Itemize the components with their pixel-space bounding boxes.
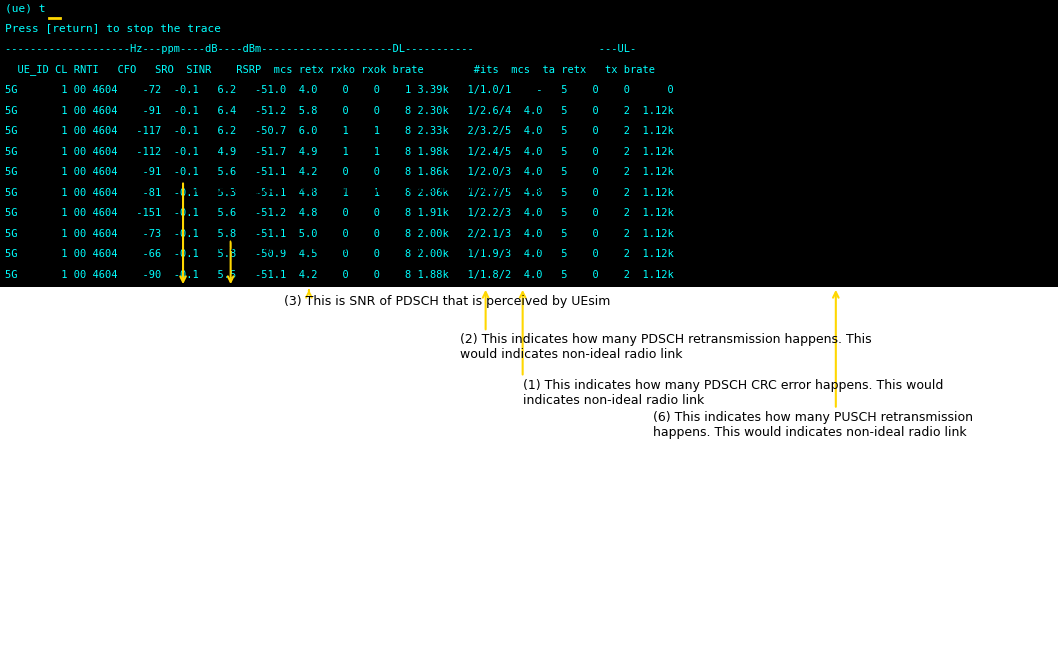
- Text: (1) This indicates how many PDSCH CRC error happens. This would
indicates non-id: (1) This indicates how many PDSCH CRC er…: [523, 379, 943, 406]
- Text: Press [return] to stop the trace: Press [return] to stop the trace: [5, 24, 221, 34]
- Text: 5G       1 00 4604    -66  -0.1   5.8   -50.9  4.5    0    0    8 2.00k   1/1.9/: 5G 1 00 4604 -66 -0.1 5.8 -50.9 4.5 0 0 …: [5, 249, 674, 259]
- Text: 5G       1 00 4604    -91  -0.1   6.4   -51.2  5.8    0    0    8 2.30k   1/2.6/: 5G 1 00 4604 -91 -0.1 6.4 -51.2 5.8 0 0 …: [5, 106, 674, 115]
- Text: (3) This is SNR of PDSCH that is perceived by UEsim: (3) This is SNR of PDSCH that is perceiv…: [284, 295, 609, 308]
- Text: (ue) t: (ue) t: [5, 3, 45, 13]
- Text: 5G       1 00 4604   -151  -0.1   5.6   -51.2  4.8    0    0    8 1.91k   1/2.2/: 5G 1 00 4604 -151 -0.1 5.6 -51.2 4.8 0 0…: [5, 208, 674, 218]
- Text: (5) Carrier Frequency Offset in Hertz. The smaller, the better: (5) Carrier Frequency Offset in Hertz. T…: [164, 182, 545, 195]
- Text: 5G       1 00 4604   -117  -0.1   6.2   -50.7  6.0    1    1    8 2.33k   2/3.2/: 5G 1 00 4604 -117 -0.1 6.2 -50.7 6.0 1 1…: [5, 126, 674, 136]
- Text: (2) This indicates how many PDSCH retransmission happens. This
would indicates n: (2) This indicates how many PDSCH retran…: [460, 333, 872, 361]
- Text: 5G       1 00 4604    -90  -0.1   5.5   -51.1  4.2    0    0    8 1.88k   1/1.8/: 5G 1 00 4604 -90 -0.1 5.5 -51.1 4.2 0 0 …: [5, 270, 674, 279]
- Text: UE_ID CL RNTI   CFO   SRO  SINR    RSRP  mcs retx rxko rxok brate        #its  m: UE_ID CL RNTI CFO SRO SINR RSRP mcs retx…: [5, 64, 655, 75]
- Text: --------------------Hz---ppm----dB----dBm---------------------DL-----------     : --------------------Hz---ppm----dB----dB…: [5, 44, 637, 54]
- Text: (6) This indicates how many PUSCH retransmission
happens. This would indicates n: (6) This indicates how many PUSCH retran…: [653, 411, 972, 439]
- FancyBboxPatch shape: [0, 0, 1058, 287]
- Text: 5G       1 00 4604    -81  -0.1   5.3   -51.1  4.8    1    1    8 2.06k   1/2.7/: 5G 1 00 4604 -81 -0.1 5.3 -51.1 4.8 1 1 …: [5, 188, 674, 197]
- Text: 5G       1 00 4604    -73  -0.1   5.8   -51.1  5.0    0    0    8 2.00k   2/2.1/: 5G 1 00 4604 -73 -0.1 5.8 -51.1 5.0 0 0 …: [5, 228, 674, 239]
- Text: 5G       1 00 4604    -91  -0.1   5.6   -51.1  4.2    0    0    8 1.86k   1/2.0/: 5G 1 00 4604 -91 -0.1 5.6 -51.1 4.2 0 0 …: [5, 167, 674, 177]
- Text: 5G       1 00 4604    -72  -0.1   6.2   -51.0  4.0    0    0    1 3.39k   1/1.0/: 5G 1 00 4604 -72 -0.1 6.2 -51.0 4.0 0 0 …: [5, 85, 674, 95]
- Text: (4) Sample Rate Offset in ppm. The smaller, the better: (4) Sample Rate Offset in ppm. The small…: [217, 240, 560, 253]
- Text: 5G       1 00 4604   -112  -0.1   4.9   -51.7  4.9    1    1    8 1.98k   1/2.4/: 5G 1 00 4604 -112 -0.1 4.9 -51.7 4.9 1 1…: [5, 146, 674, 157]
- FancyBboxPatch shape: [0, 287, 1058, 645]
